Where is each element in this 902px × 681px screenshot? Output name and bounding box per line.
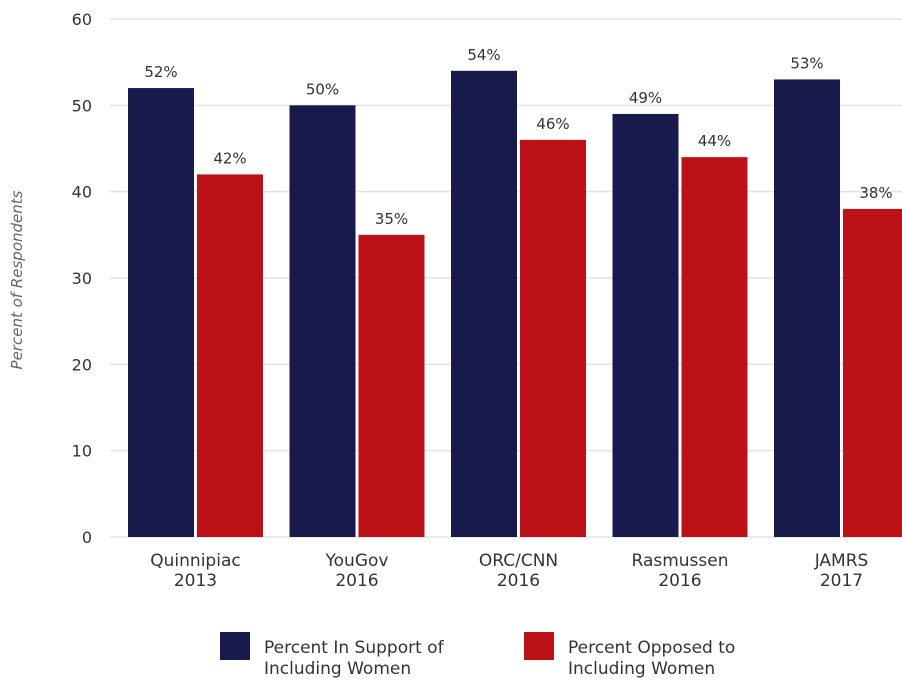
category-label-line: Quinnipiac [150,551,240,571]
bars [128,70,902,538]
legend-label-line: Including Women [568,659,715,679]
category-label-line: 2016 [335,571,378,591]
legend-swatch-1 [220,632,250,660]
legend: Percent In Support of Including WomenPerc… [220,632,735,679]
category-label-4: Rasmussen 2016 [632,551,729,591]
y-tick-label-30: 30 [72,269,92,288]
y-tick-label-60: 60 [72,10,92,29]
legend-swatch-2 [524,632,554,660]
data-labels: 52% 42% 50% 35% 54% 46% 49% 44% 53% 38% [144,46,892,228]
category-label-5: JAMRS 2017 [814,551,869,591]
data-label-series1-5: 53% [790,54,823,72]
y-axis-ticks: 0 10 20 30 40 50 60 [72,10,92,547]
category-label-3: ORC/CNN 2016 [479,551,558,591]
data-label-series1-2: 50% [306,80,339,98]
category-label-line: ORC/CNN [479,551,558,571]
y-tick-label-0: 0 [82,528,92,547]
category-label-line: 2016 [658,571,701,591]
category-label-line: YouGov [325,551,389,571]
category-label-line: JAMRS [814,551,869,571]
bar-series1-2 [289,105,356,537]
data-label-series1-4: 49% [629,89,662,107]
bar-series1-3 [451,70,517,538]
data-label-series1-1: 52% [144,63,177,81]
legend-label-line: Percent In Support of [264,638,445,658]
data-label-series2-3: 46% [536,115,569,133]
category-label-line: 2016 [497,571,540,591]
y-tick-label-50: 50 [72,96,92,115]
y-tick-label-10: 10 [72,442,92,461]
category-label-line: 2013 [174,571,217,591]
bar-series2-5 [843,208,902,537]
category-label-line: 2017 [820,571,863,591]
data-label-series2-4: 44% [698,132,731,150]
y-tick-label-40: 40 [72,183,92,202]
category-label-1: Quinnipiac 2013 [150,551,240,591]
legend-label-2: Percent Opposed to Including Women [568,638,735,679]
bar-series1-1 [128,88,194,538]
bar-series1-5 [774,79,840,537]
bar-series2-1 [197,174,263,537]
bar-series2-2 [358,234,425,538]
legend-label-1: Percent In Support of Including Women [264,638,445,679]
legend-label-line: Including Women [264,659,411,679]
data-label-series2-2: 35% [375,210,408,228]
data-label-series1-3: 54% [467,46,500,64]
data-label-series2-1: 42% [213,149,246,167]
y-axis-label: Percent of Respondents [8,190,26,369]
y-tick-label-20: 20 [72,355,92,374]
category-label-line: Rasmussen [632,551,729,571]
legend-label-line: Percent Opposed to [568,638,735,658]
bar-series2-4 [681,157,748,537]
data-label-series2-5: 38% [859,184,892,202]
category-label-2: YouGov 2016 [325,551,389,591]
bar-series1-4 [612,113,679,537]
bar-series2-3 [520,139,586,537]
